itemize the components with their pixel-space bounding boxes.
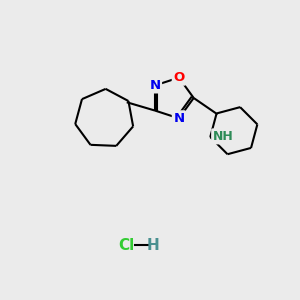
Text: N: N: [149, 79, 161, 92]
Text: H: H: [147, 238, 159, 253]
Text: Cl: Cl: [118, 238, 134, 253]
Text: N: N: [173, 112, 184, 125]
Text: NH: NH: [213, 130, 233, 143]
Text: O: O: [173, 71, 184, 84]
